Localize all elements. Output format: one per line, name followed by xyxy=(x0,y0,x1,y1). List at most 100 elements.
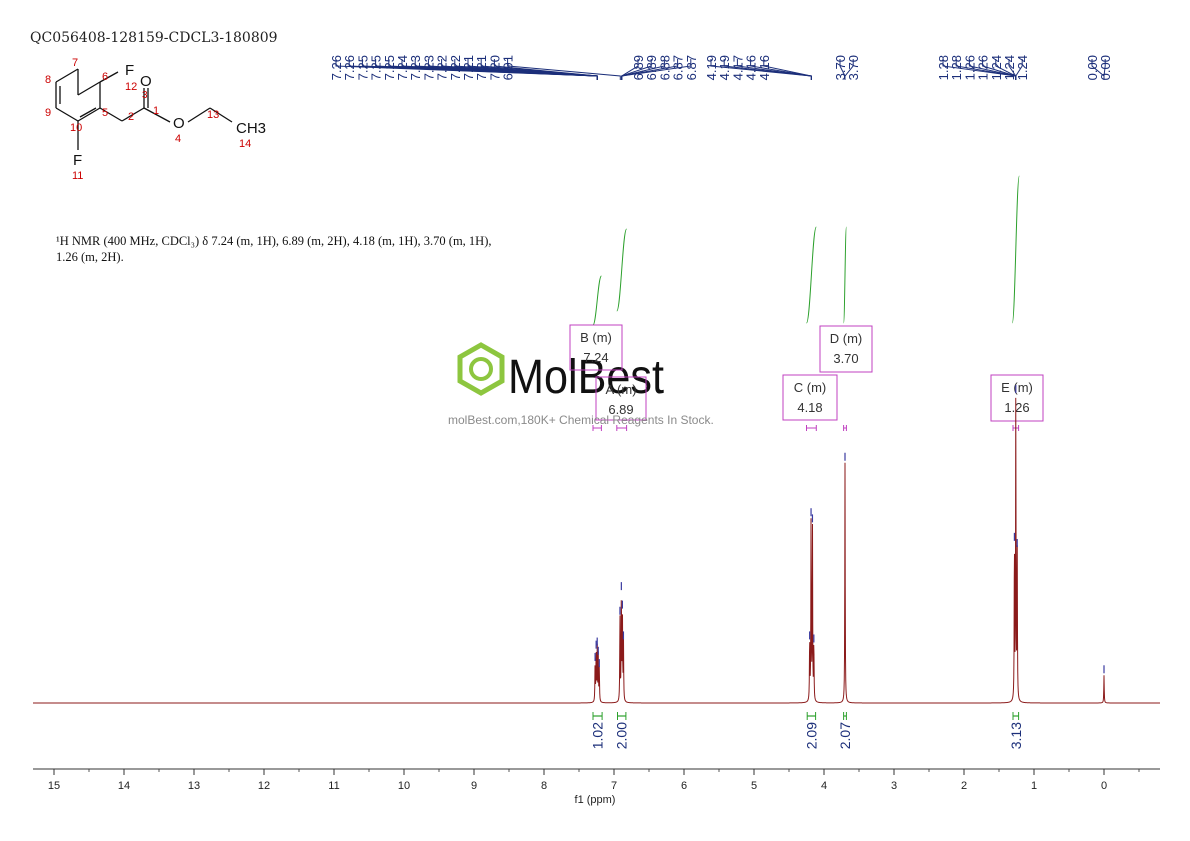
x-tick-label: 8 xyxy=(541,780,547,792)
integral-value: 3.13 xyxy=(1008,722,1024,749)
integral-curve xyxy=(806,226,817,324)
molecule-structure xyxy=(55,68,233,150)
peak-label: 7.21 xyxy=(461,55,476,80)
peak-label: 7.21 xyxy=(474,55,489,80)
x-tick-label: 0 xyxy=(1101,780,1107,792)
atom-o4-symbol: O xyxy=(173,115,185,132)
peak-label: 4.19 xyxy=(717,55,732,80)
integral-value: 2.07 xyxy=(837,722,853,749)
peak-label-leader xyxy=(507,59,621,80)
peak-label: 7.25 xyxy=(369,55,384,80)
atom-f12-number: 12 xyxy=(125,81,137,93)
integral-curve xyxy=(616,228,628,312)
peak-label: 7.24 xyxy=(395,55,410,80)
peak-label: 4.17 xyxy=(730,55,745,80)
peak-label-leader xyxy=(1103,59,1106,80)
x-tick-label: 5 xyxy=(751,780,757,792)
peak-label: 3.70 xyxy=(846,55,861,80)
x-tick-label: 6 xyxy=(681,780,687,792)
x-tick-label: 9 xyxy=(471,780,477,792)
x-axis: 15 14 13 12 11 10 9 8 7 6 5 4 3 2 1 0 xyxy=(33,768,1160,792)
integral-curve xyxy=(1011,175,1020,324)
multiplet-value: 6.89 xyxy=(608,402,633,417)
multiplet-box xyxy=(782,374,838,421)
peak-label: 4.16 xyxy=(757,55,772,80)
watermark-tagline: molBest.com,180K+ Chemical Reagents In S… xyxy=(448,413,714,427)
molbest-logo-icon xyxy=(457,342,505,396)
multiplet-box xyxy=(990,374,1044,422)
atom-f11-number: 11 xyxy=(72,170,83,182)
atom-o3-number: 3 xyxy=(142,90,148,101)
peak-label: 7.22 xyxy=(448,55,463,80)
multiplet-value: 4.18 xyxy=(797,400,822,415)
spectrum-trace xyxy=(33,397,1160,704)
x-tick-label: 1 xyxy=(1031,780,1037,792)
multiplet-label: A (m) xyxy=(605,382,636,397)
peak-label: 6.89 xyxy=(644,55,659,80)
atom-number-6: 6 xyxy=(102,71,108,83)
atom-number-5: 5 xyxy=(102,107,108,119)
peak-label: 7.22 xyxy=(435,55,450,80)
multiplet-label: D (m) xyxy=(830,331,863,346)
multiplet-value: 7.24 xyxy=(583,350,608,365)
peak-label-layer: 7.267.267.257.257.257.247.237.237.227.22… xyxy=(329,55,1113,80)
atom-ch3-number: 14 xyxy=(239,138,251,150)
multiplet-layer: B (m) 7.24 A (m) 6.89 C (m) 4.18 D (m) 3.70 E (m… xyxy=(569,324,1044,431)
peak-label: 0.00 xyxy=(1085,55,1100,80)
atom-ch3-symbol: CH3 xyxy=(236,120,266,137)
peak-label: 1.26 xyxy=(962,55,977,80)
peak-label: 6.91 xyxy=(501,55,516,80)
peak-label: 1.26 xyxy=(976,55,991,80)
peak-label-leader xyxy=(493,59,598,80)
peak-label: 7.25 xyxy=(355,55,370,80)
peak-label: 7.25 xyxy=(382,55,397,80)
atom-number-1: 1 xyxy=(153,105,159,117)
atom-number-13: 13 xyxy=(207,109,219,121)
spectrum-layer xyxy=(33,385,1160,704)
peak-label: 7.23 xyxy=(408,55,423,80)
peak-label-leader xyxy=(844,59,854,80)
peak-label: 4.16 xyxy=(744,55,759,80)
peak-label: 1.28 xyxy=(949,55,964,80)
peak-label: 1.24 xyxy=(989,55,1004,80)
multiplet-box xyxy=(819,325,873,373)
x-tick-label: 14 xyxy=(118,780,130,792)
peak-label: 6.87 xyxy=(684,55,699,80)
multiplet-label: B (m) xyxy=(580,330,612,345)
peak-label: 6.88 xyxy=(657,55,672,80)
x-tick-label: 7 xyxy=(611,780,617,792)
multiplet-value: 3.70 xyxy=(833,351,858,366)
peak-label: 7.26 xyxy=(329,55,344,80)
peak-label: 1.24 xyxy=(1002,55,1017,80)
integral-curve-layer xyxy=(592,175,1020,326)
integral-value: 2.09 xyxy=(803,722,819,749)
nmr-description: ¹H NMR (400 MHz, CDCl₃) δ 7.24 (m, 1H), … xyxy=(56,234,492,264)
multiplet-box xyxy=(569,324,623,371)
x-tick-label: 2 xyxy=(961,780,967,792)
atom-o3-symbol: O xyxy=(140,73,152,90)
x-axis-label: f1 (ppm) xyxy=(575,794,616,806)
peak-label: 1.24 xyxy=(1015,55,1030,80)
x-tick-label: 12 xyxy=(258,780,270,792)
integral-curve xyxy=(592,275,602,326)
atom-number-2: 2 xyxy=(128,111,134,123)
integral-value: 2.00 xyxy=(614,722,630,749)
molecule-labels: F 12 O 3 O 4 CH3 14 F 11 7 6 8 5 9 10 2 … xyxy=(45,57,266,182)
atom-number-9: 9 xyxy=(45,107,51,119)
atom-o4-number: 4 xyxy=(175,133,181,145)
peak-label: 1.28 xyxy=(936,55,951,80)
peak-label: 7.20 xyxy=(487,55,502,80)
multiplet-label: E (m) xyxy=(1001,380,1033,395)
atom-number-8: 8 xyxy=(45,74,51,86)
peak-label: 7.23 xyxy=(421,55,436,80)
atom-f11-symbol: F xyxy=(73,152,82,169)
peak-label: 0.00 xyxy=(1098,55,1113,80)
multiplet-label: C (m) xyxy=(794,380,827,395)
atom-number-10: 10 xyxy=(70,122,82,134)
multiplet-box xyxy=(595,376,647,421)
peak-label: 7.26 xyxy=(342,55,357,80)
peak-label-leader xyxy=(1015,59,1023,80)
sample-id: QC056408-128159-CDCL3-180809 xyxy=(30,30,278,46)
